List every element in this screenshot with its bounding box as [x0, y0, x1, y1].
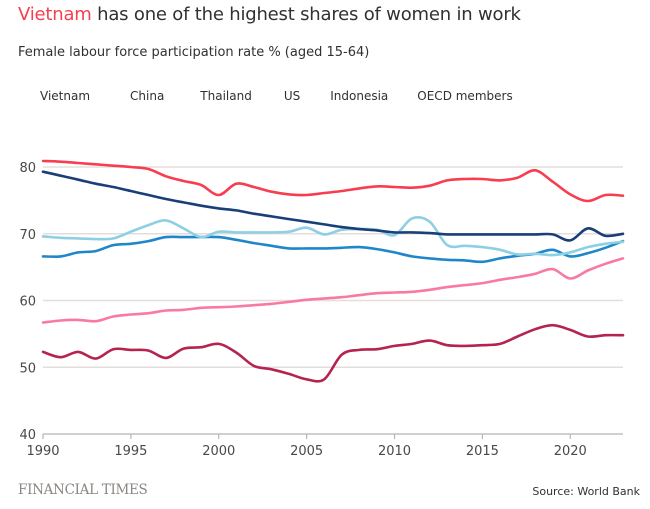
y-tick-label: 50 — [19, 361, 36, 376]
ft-logo: FINANCIAL TIMES — [18, 482, 148, 498]
y-tick-label: 60 — [19, 295, 36, 310]
title-highlight: Vietnam — [18, 4, 92, 25]
x-tick-label: 1995 — [114, 444, 147, 459]
x-tick-label: 2000 — [202, 444, 235, 459]
x-axis-labels: 1990 1995 2000 2005 2010 2015 2020 — [26, 444, 586, 459]
chart-subtitle: Female labour force participation rate %… — [18, 45, 370, 60]
series-line-china — [41, 170, 625, 242]
y-axis-labels: 40 50 60 70 80 — [19, 161, 36, 443]
gridlines — [43, 166, 623, 368]
x-tick-label: 2020 — [554, 444, 587, 459]
y-tick-label: 40 — [19, 428, 36, 443]
x-tick-label: 1990 — [26, 444, 59, 459]
x-axis — [42, 433, 623, 439]
series-line-indonesia — [41, 323, 625, 383]
source-note: Source: World Bank — [532, 485, 640, 498]
chart-title: Vietnam has one of the highest shares of… — [18, 4, 521, 25]
legend-item-indonesia: Indonesia — [330, 89, 389, 103]
legend: Vietnam China Thailand US Indonesia OECD… — [40, 89, 513, 103]
title-rest: has one of the highest shares of women i… — [91, 4, 521, 25]
series-line-vietnam — [41, 159, 625, 203]
x-tick-label: 2005 — [290, 444, 323, 459]
series-lines — [41, 159, 625, 383]
legend-item-china: China — [130, 89, 165, 103]
series-line-oecd-members — [41, 257, 625, 324]
legend-item-thailand: Thailand — [200, 89, 252, 103]
y-tick-label: 70 — [19, 228, 36, 243]
series-line-thailand — [41, 216, 625, 257]
y-tick-label: 80 — [19, 161, 36, 176]
legend-item-us: US — [283, 89, 301, 103]
legend-item-oecd: OECD members — [417, 89, 513, 103]
legend-item-vietnam: Vietnam — [40, 89, 91, 103]
x-tick-label: 2015 — [466, 444, 499, 459]
x-tick-label: 2010 — [378, 444, 411, 459]
series-line-us — [41, 235, 625, 264]
